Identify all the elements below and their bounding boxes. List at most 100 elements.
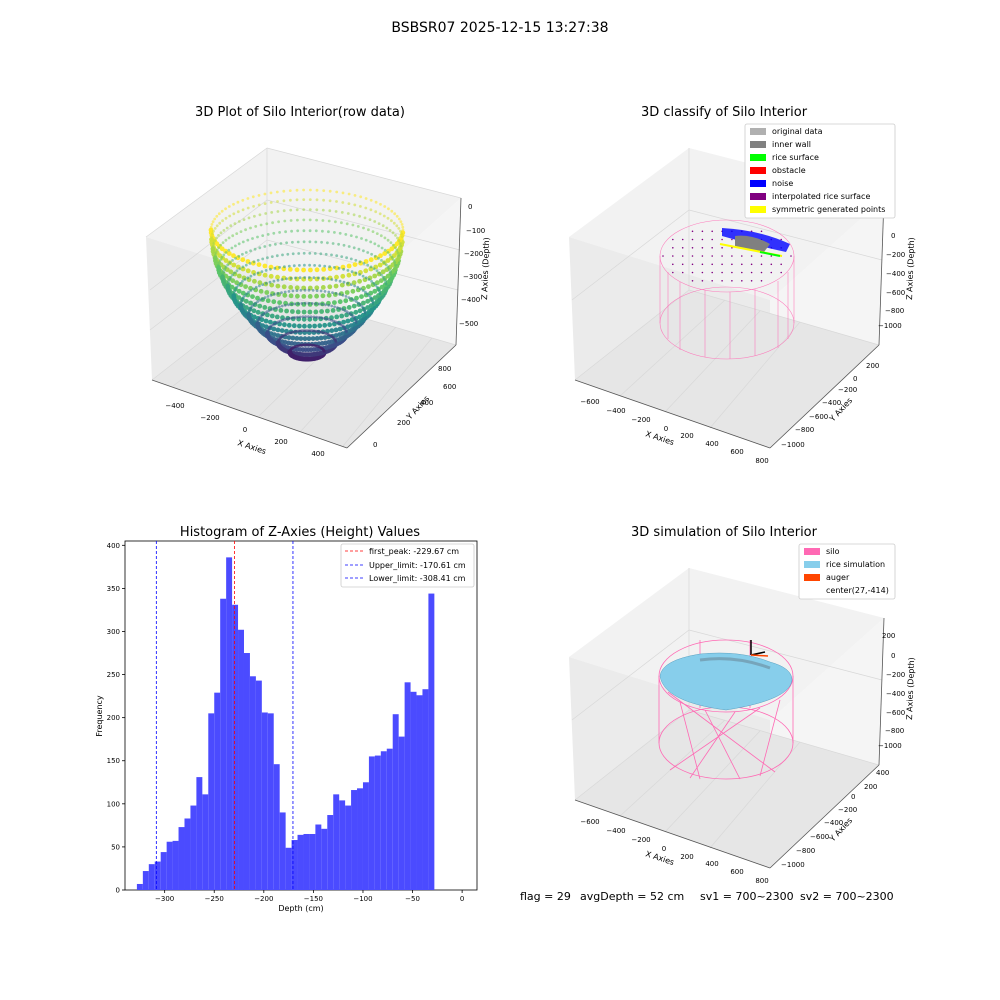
legend-swatch-original-data xyxy=(750,128,766,135)
panel4-xtick: −400 xyxy=(606,827,625,835)
point-cloud-dot xyxy=(350,270,354,274)
point-cloud-dot xyxy=(358,260,362,264)
histogram-ytick-label: 50 xyxy=(111,843,120,851)
histogram-bar xyxy=(202,794,209,890)
point-cloud-dot xyxy=(312,276,316,279)
point-cloud-dot xyxy=(224,251,228,254)
panel2-xtick: 800 xyxy=(755,457,768,465)
point-cloud-dot xyxy=(345,330,348,334)
point-cloud-dot xyxy=(211,220,215,224)
point-cloud-dot xyxy=(301,267,306,273)
point-cloud-dot xyxy=(215,214,219,218)
point-cloud-dot xyxy=(354,321,358,324)
panel2-ytick: −1000 xyxy=(781,441,805,449)
point-cloud-dot xyxy=(245,292,248,296)
histogram-bar xyxy=(208,713,215,890)
point-cloud-dot xyxy=(262,272,268,278)
point-cloud-dot xyxy=(281,253,284,257)
point-cloud-dot xyxy=(378,271,381,275)
point-cloud-dot xyxy=(391,243,395,247)
legend-label: noise xyxy=(772,179,793,188)
point-cloud-dot xyxy=(318,335,324,341)
point-cloud-dot xyxy=(314,293,319,299)
histogram-bar xyxy=(327,815,334,890)
legend-label: inner wall xyxy=(772,140,811,149)
legend-swatch-interpolated xyxy=(750,193,766,200)
point-cloud-dot xyxy=(351,303,357,309)
point-cloud-dot xyxy=(383,278,386,281)
point-cloud-dot xyxy=(296,218,299,222)
histogram-bar xyxy=(404,682,411,890)
interpolated-point xyxy=(760,271,763,274)
point-cloud-dot xyxy=(215,224,219,228)
point-cloud-dot xyxy=(324,252,328,256)
panel4-ztick: −400 xyxy=(886,690,905,698)
point-cloud-dot xyxy=(346,281,350,285)
point-cloud-dot xyxy=(328,199,332,203)
panel2-ytick: −200 xyxy=(838,386,857,394)
point-cloud-dot xyxy=(333,333,339,338)
point-cloud-dot xyxy=(377,262,383,268)
point-cloud-dot xyxy=(302,198,306,202)
point-cloud-dot xyxy=(326,292,332,298)
interpolated-point xyxy=(681,238,684,241)
point-cloud-dot xyxy=(307,301,311,305)
point-cloud-dot xyxy=(374,280,380,286)
panel2-xtick: −200 xyxy=(631,416,650,424)
point-cloud-dot xyxy=(325,317,329,321)
histogram-bar xyxy=(297,834,304,890)
point-cloud-dot xyxy=(307,294,313,299)
point-cloud-dot xyxy=(218,221,222,225)
histogram-bar xyxy=(154,861,161,890)
point-cloud-dot xyxy=(255,309,261,315)
point-cloud-dot xyxy=(365,298,371,304)
histogram-bar xyxy=(428,593,435,890)
panel1-ztick: −300 xyxy=(463,273,482,281)
point-cloud-dot xyxy=(279,319,282,323)
interpolated-point xyxy=(672,271,674,274)
panel1-ytick: 600 xyxy=(443,383,456,391)
panel2-ztick: −800 xyxy=(885,307,904,315)
point-cloud-dot xyxy=(341,319,346,325)
point-cloud-dot xyxy=(393,212,397,216)
panel4-xtick: 600 xyxy=(730,868,743,876)
point-cloud-dot xyxy=(399,229,402,233)
point-cloud-dot xyxy=(264,281,268,285)
point-cloud-dot xyxy=(388,268,391,271)
point-cloud-dot xyxy=(291,289,295,293)
point-cloud-dot xyxy=(384,282,388,286)
point-cloud-dot xyxy=(342,280,346,284)
point-cloud-dot xyxy=(354,258,358,262)
point-cloud-dot xyxy=(256,262,262,267)
point-cloud-dot xyxy=(269,293,273,297)
point-cloud-dot xyxy=(221,241,225,245)
point-cloud-dot xyxy=(327,303,331,307)
point-cloud-dot xyxy=(249,226,252,230)
point-cloud-dot xyxy=(315,188,319,192)
point-cloud-dot xyxy=(236,288,242,294)
point-cloud-dot xyxy=(303,276,307,279)
histogram-xtick-label: −300 xyxy=(155,895,174,903)
point-cloud-dot xyxy=(356,285,360,289)
interpolated-point xyxy=(701,255,704,257)
point-cloud-dot xyxy=(322,335,328,340)
histogram-ytick-label: 400 xyxy=(107,542,120,550)
histogram-bar xyxy=(178,827,185,890)
point-cloud-dot xyxy=(229,275,233,279)
point-cloud-dot xyxy=(268,319,273,325)
point-cloud-dot xyxy=(309,315,313,319)
point-cloud-dot xyxy=(334,340,338,344)
point-cloud-dot xyxy=(323,317,326,320)
panel2-ztick: 0 xyxy=(891,232,895,240)
point-cloud-dot xyxy=(278,305,281,309)
point-cloud-dot xyxy=(303,263,306,267)
point-cloud-dot xyxy=(288,317,291,320)
panel1-ytick: 0 xyxy=(373,441,377,449)
point-cloud-dot xyxy=(347,296,351,299)
point-cloud-dot xyxy=(384,263,388,267)
point-cloud-dot xyxy=(297,302,300,305)
point-cloud-dot xyxy=(314,336,320,341)
point-cloud-dot xyxy=(284,308,289,314)
point-cloud-dot xyxy=(392,221,396,225)
point-cloud-dot xyxy=(211,244,215,248)
